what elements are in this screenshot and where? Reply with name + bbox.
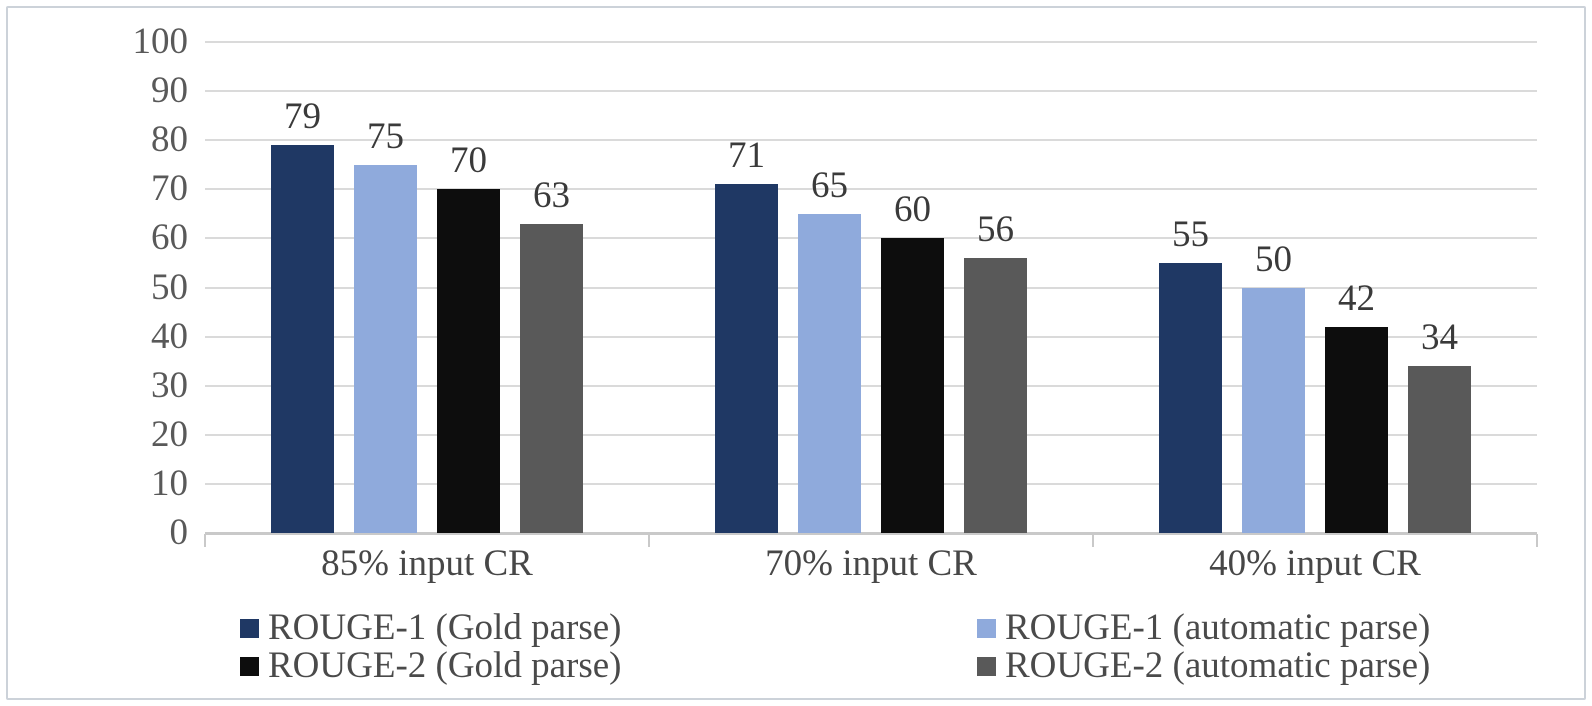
x-axis-boundary-tick [1092,534,1094,547]
bar [271,145,334,533]
bar [715,184,778,533]
gridline [205,433,1537,436]
gridline [205,188,1537,191]
gridline [205,41,1537,43]
legend-entry: ROUGE-2 (Gold parse) [240,645,622,686]
gridline [205,384,1537,387]
legend-entry: ROUGE-2 (automatic parse) [977,645,1431,686]
bar [1159,262,1222,533]
gridline [205,286,1537,289]
bar-value-label: 75 [367,115,404,157]
bar [437,189,500,533]
y-tick-label: 30 [151,364,188,406]
bar [520,223,583,533]
x-axis-boundary-tick [648,534,650,547]
bar [964,258,1027,533]
y-tick-label: 80 [151,119,188,161]
x-category-label: 70% input CR [765,543,977,584]
gridline [205,482,1537,485]
bar-value-label: 79 [284,96,321,138]
legend-swatch [977,618,996,638]
x-category-label: 85% input CR [321,543,533,584]
bar [798,213,861,533]
bar-value-label: 50 [1255,238,1292,280]
bar-value-label: 42 [1338,277,1375,319]
bar [354,164,417,533]
y-tick-label: 70 [151,168,188,210]
y-tick-label: 50 [151,266,188,308]
y-tick-label: 100 [132,21,189,62]
bar [1408,366,1471,533]
y-tick-label: 90 [151,70,188,112]
bar [1325,326,1388,533]
bar [1242,287,1305,533]
legend-label: ROUGE-1 (Gold parse) [268,607,622,648]
legend-swatch [240,618,259,638]
gridline [205,90,1537,93]
bar-value-label: 55 [1172,213,1209,255]
legend-label: ROUGE-1 (automatic parse) [1005,607,1431,648]
gridline [205,139,1537,142]
y-tick-label: 60 [151,217,188,259]
y-tick-label: 40 [151,315,188,357]
y-tick-label: 20 [151,413,188,455]
legend-swatch [977,656,996,676]
legend-entry: ROUGE-1 (Gold parse) [240,607,622,648]
bar [881,238,944,533]
bar-value-label: 56 [977,209,1014,251]
y-tick-label: 10 [151,462,188,504]
x-axis-line [205,532,1537,535]
x-axis-boundary-tick [1536,534,1538,547]
gridline [205,335,1537,338]
legend-entry: ROUGE-1 (automatic parse) [977,607,1431,648]
bar-value-label: 60 [894,189,931,231]
bar-value-label: 65 [811,164,848,206]
legend-label: ROUGE-2 (Gold parse) [268,645,622,686]
bar-value-label: 63 [533,174,570,216]
bar-value-label: 34 [1421,317,1458,359]
x-axis-boundary-tick [204,534,206,547]
legend-swatch [240,656,259,676]
legend-label: ROUGE-2 (automatic parse) [1005,645,1431,686]
gridline [205,237,1537,240]
bar-value-label: 71 [728,135,765,177]
x-category-label: 40% input CR [1209,543,1421,584]
bar-value-label: 70 [450,140,487,182]
figure-frame-border [6,6,1586,700]
y-tick-label: 0 [169,512,189,553]
